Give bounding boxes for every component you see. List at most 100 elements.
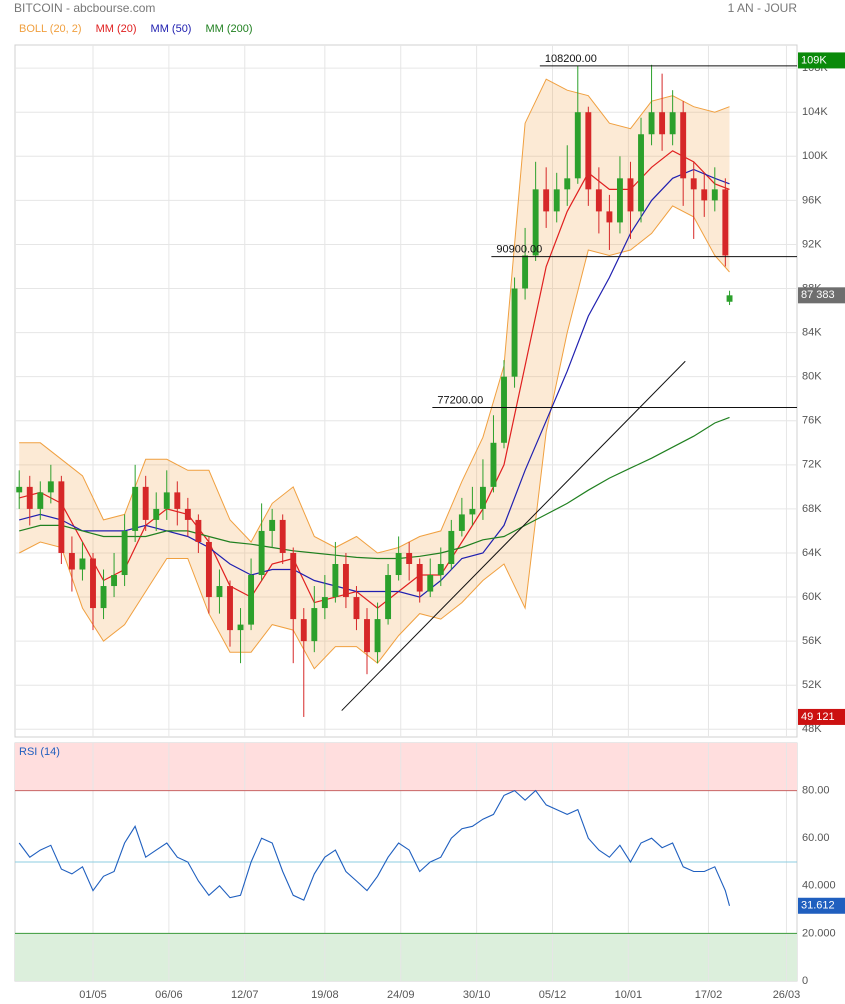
candle-body bbox=[627, 178, 634, 212]
candle-body bbox=[269, 519, 276, 531]
y-tick-label: 56K bbox=[802, 635, 822, 647]
candle-body bbox=[37, 492, 44, 509]
candle-body bbox=[121, 530, 128, 576]
y-tick-label: 64K bbox=[802, 547, 822, 559]
price-tag-label: 87 383 bbox=[801, 289, 835, 301]
legend-entry: MM (200) bbox=[205, 23, 252, 35]
rsi-tick-label: 20.000 bbox=[802, 927, 836, 939]
candle-body bbox=[458, 514, 465, 531]
rsi-zone bbox=[15, 743, 797, 791]
candle-body bbox=[406, 552, 413, 564]
y-tick-label: 80K bbox=[802, 371, 822, 383]
candle-body bbox=[300, 619, 307, 642]
candle-body bbox=[195, 519, 202, 542]
candle-body bbox=[690, 178, 697, 190]
axes: 48K52K56K60K64K68K72K76K80K84K88K92K96K1… bbox=[19, 23, 845, 1001]
legend-entry: MM (20) bbox=[96, 23, 137, 35]
price-tag bbox=[798, 52, 845, 69]
candle-body bbox=[258, 530, 265, 576]
y-tick-label: 92K bbox=[802, 238, 822, 250]
candle-body bbox=[416, 564, 423, 592]
candle-body bbox=[680, 112, 687, 179]
candle-body bbox=[290, 552, 297, 620]
candle-body bbox=[616, 178, 623, 223]
x-tick-label: 05/12 bbox=[539, 989, 567, 1001]
candle-body bbox=[469, 508, 476, 515]
price-tag-label: 49 121 bbox=[801, 711, 835, 723]
candle-body bbox=[553, 189, 560, 212]
trendline bbox=[341, 360, 686, 711]
y-tick-label: 68K bbox=[802, 503, 822, 515]
candle-body bbox=[16, 486, 23, 493]
candle-body bbox=[90, 558, 96, 609]
candle-body bbox=[311, 608, 318, 642]
rsi-tick-label: 0 bbox=[802, 975, 808, 987]
candle-body bbox=[47, 481, 54, 493]
price-panel bbox=[14, 44, 798, 738]
candle-body bbox=[448, 530, 455, 564]
y-tick-label: 100K bbox=[802, 150, 828, 162]
candle-body bbox=[726, 295, 733, 302]
candle-body bbox=[227, 586, 233, 631]
rsi-tick-label: 40.000 bbox=[802, 880, 836, 892]
candle-body bbox=[585, 112, 592, 190]
x-tick-label: 06/06 bbox=[155, 989, 183, 1001]
rsi-title: RSI (14) bbox=[19, 746, 60, 758]
candle-body bbox=[184, 508, 191, 520]
level-label: 108200.00 bbox=[545, 53, 597, 65]
candle-body bbox=[574, 112, 581, 179]
chart-subtitle: 1 AN - JOUR bbox=[728, 1, 798, 15]
candle-body bbox=[58, 481, 65, 553]
candle-body bbox=[364, 619, 370, 653]
candle-body bbox=[142, 486, 149, 520]
legend-entry: BOLL (20, 2) bbox=[19, 23, 82, 35]
candle-body bbox=[248, 575, 255, 625]
candle-body bbox=[701, 189, 708, 201]
y-tick-label: 84K bbox=[802, 327, 822, 339]
candle-body bbox=[321, 597, 328, 609]
price-tag-label: 109K bbox=[801, 54, 827, 66]
level-label: 90900.00 bbox=[496, 243, 542, 255]
candle-body bbox=[237, 624, 244, 631]
price-plot: 108200.00 90900.00 77200.00 bbox=[15, 45, 797, 737]
moving-average bbox=[19, 168, 730, 598]
x-tick-label: 30/10 bbox=[463, 989, 491, 1001]
rsi-line bbox=[18, 789, 731, 906]
candle-body bbox=[395, 552, 402, 576]
candle-body bbox=[522, 255, 529, 289]
candle-body bbox=[68, 552, 75, 570]
candle-body bbox=[342, 564, 349, 598]
moving-average bbox=[19, 416, 730, 560]
x-tick-label: 01/05 bbox=[79, 989, 107, 1001]
y-tick-label: 76K bbox=[802, 415, 822, 427]
candle-body bbox=[332, 564, 339, 598]
candle-body bbox=[374, 619, 381, 653]
boll-upper bbox=[19, 78, 730, 554]
chart-title: BITCOIN - abcbourse.com bbox=[14, 1, 155, 15]
y-tick-label: 104K bbox=[802, 106, 828, 118]
rsi-tag-label: 31.612 bbox=[801, 900, 835, 912]
candle-body bbox=[648, 112, 655, 135]
x-tick-label: 17/02 bbox=[695, 989, 723, 1001]
candle-body bbox=[564, 178, 571, 190]
rsi-zone bbox=[15, 933, 797, 981]
candle-body bbox=[669, 112, 676, 135]
candle-body bbox=[437, 564, 444, 576]
candle-body bbox=[511, 288, 518, 377]
candle-body bbox=[153, 508, 160, 520]
legend-entry: MM (50) bbox=[151, 23, 192, 35]
candle-body bbox=[543, 189, 550, 212]
candle-body bbox=[163, 492, 170, 509]
x-tick-label: 12/07 bbox=[231, 989, 259, 1001]
x-tick-label: 26/03 bbox=[773, 989, 801, 1001]
candle-body bbox=[174, 492, 181, 509]
candle-body bbox=[722, 189, 729, 256]
boll-lower bbox=[18, 205, 730, 670]
y-tick-label: 48K bbox=[802, 723, 822, 735]
candle-body bbox=[532, 189, 539, 256]
candle-body bbox=[595, 189, 602, 212]
candle-body bbox=[132, 486, 139, 531]
candle-body bbox=[100, 586, 107, 609]
